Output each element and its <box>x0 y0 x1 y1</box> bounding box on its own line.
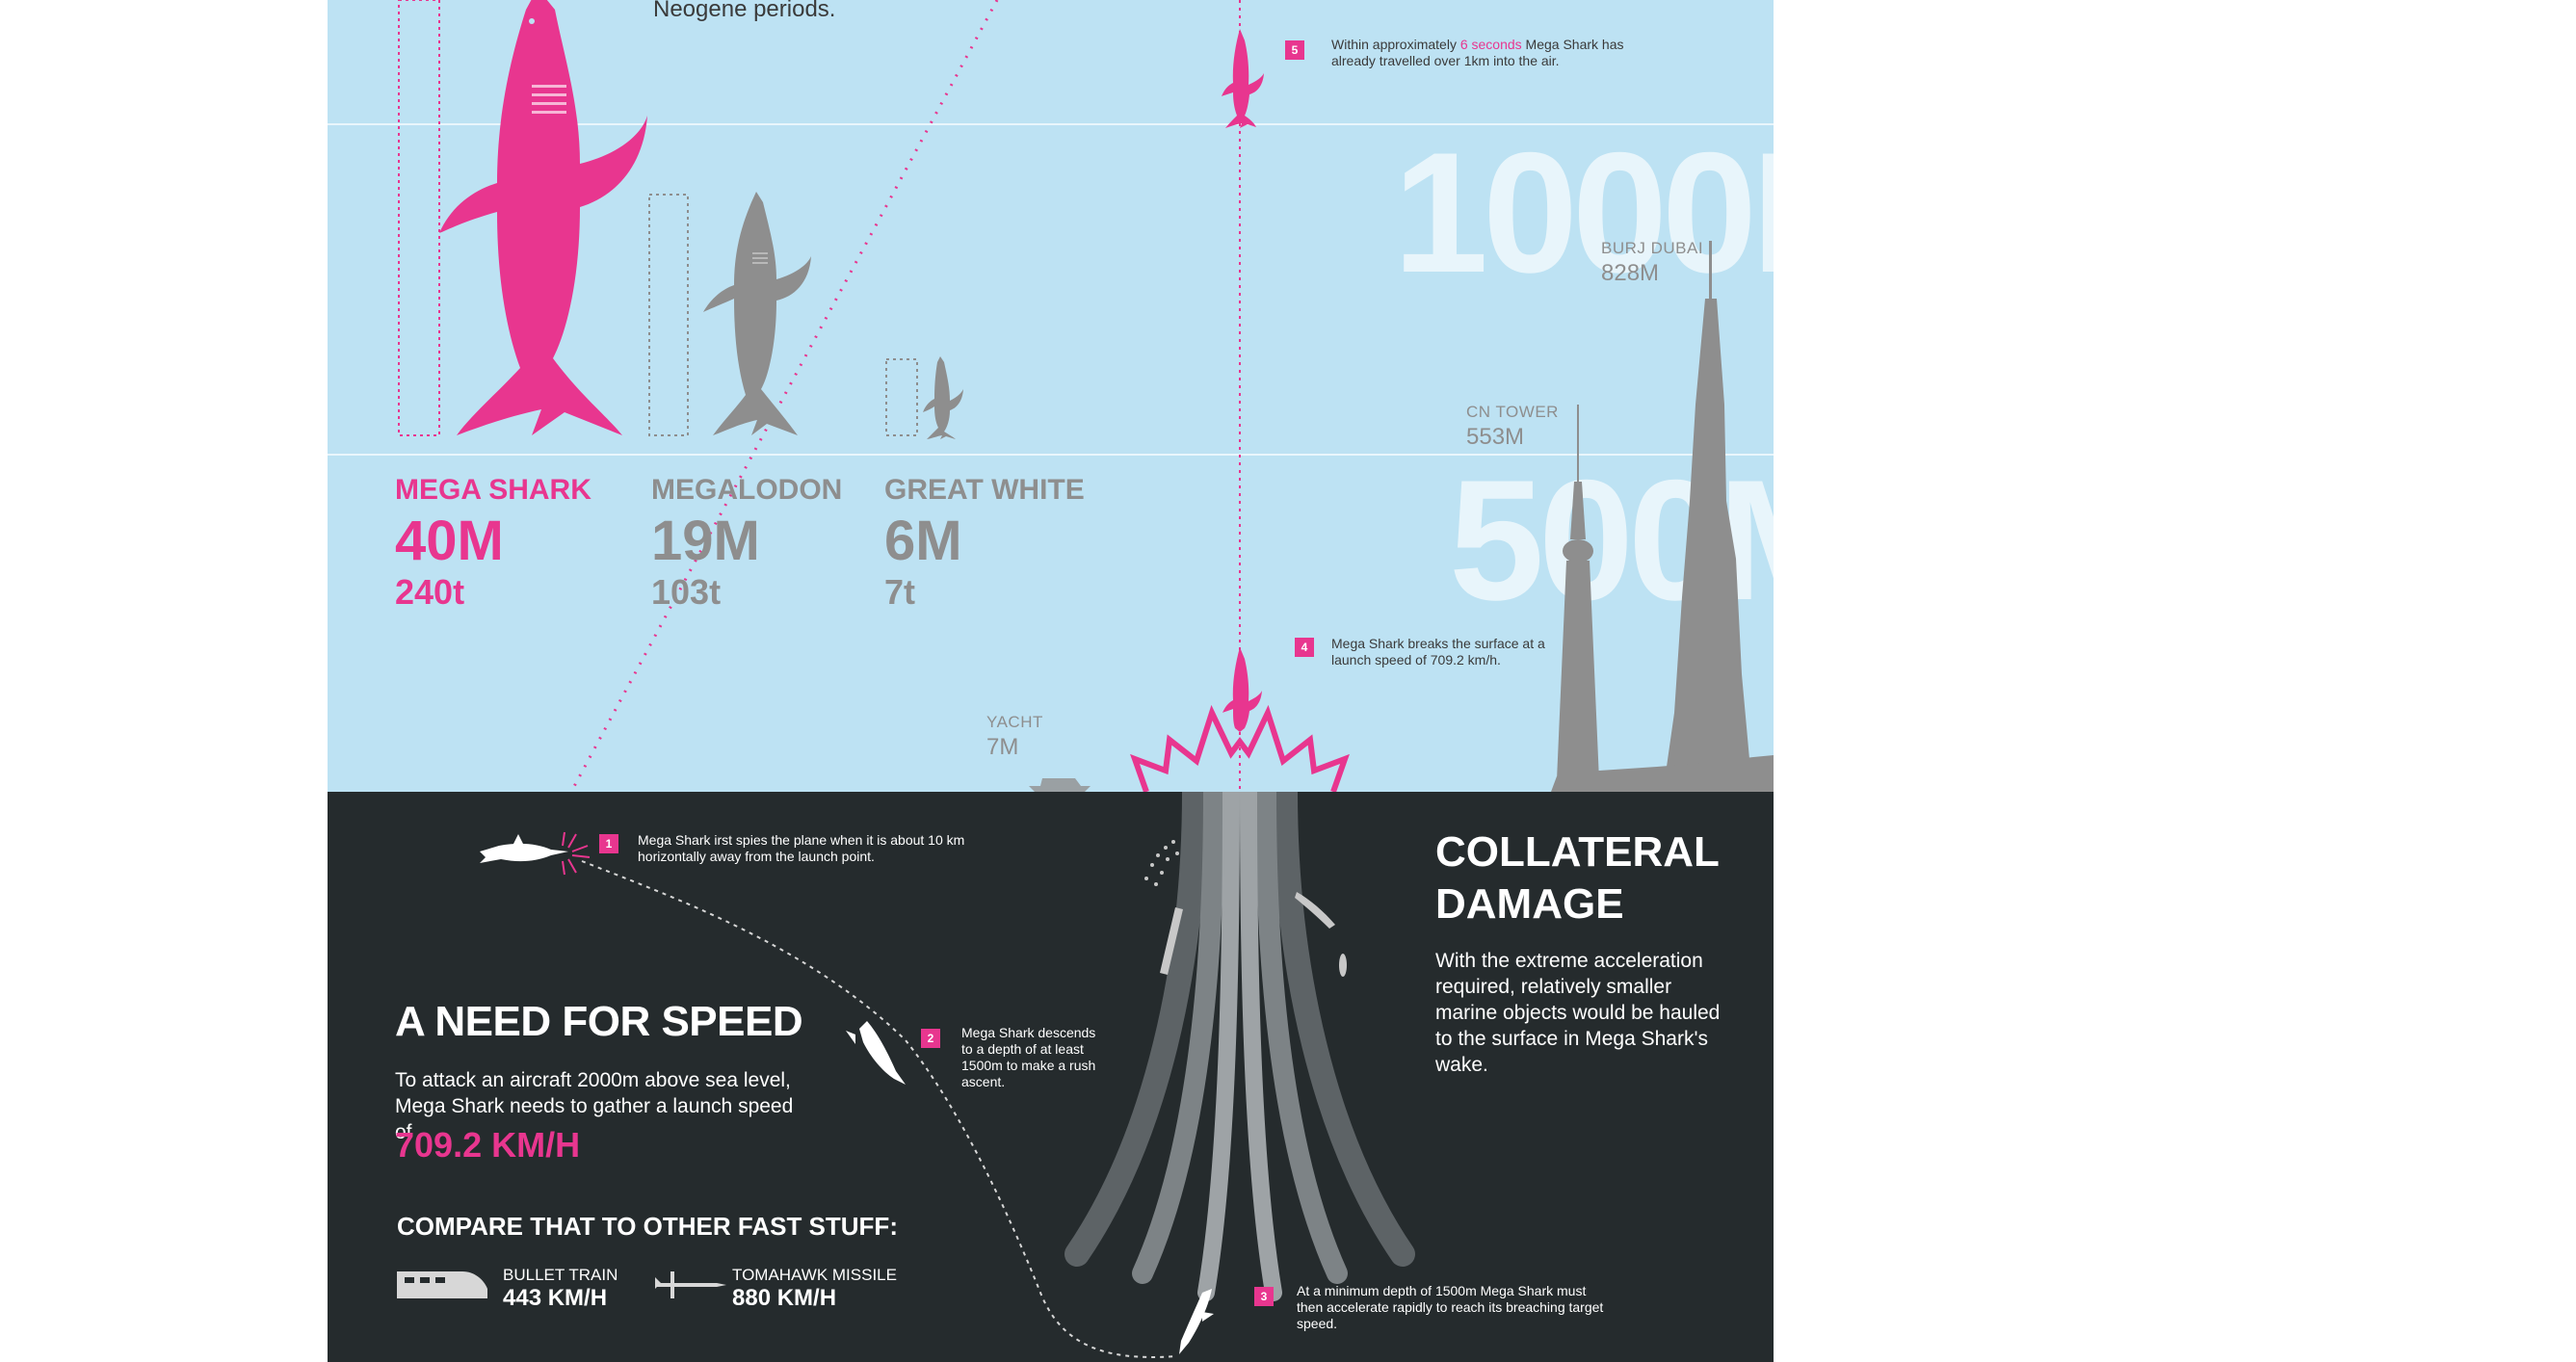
intro-text-tail: Neogene periods. <box>653 0 836 22</box>
bullet-train-icon <box>397 1271 487 1298</box>
speed-body: To attack an aircraft 2000m above sea le… <box>395 1069 794 1143</box>
cn-tower-label: CN TOWER <box>1466 403 1559 421</box>
burj-dubai-height: 828M <box>1601 260 1660 286</box>
step-5-text-pre: Within approximately <box>1331 37 1460 52</box>
step-5-badge: 5 <box>1285 40 1304 60</box>
great-white-silhouette <box>923 356 963 439</box>
mega-shark-length: 40M <box>395 510 504 572</box>
step-5-text-highlight: 6 seconds <box>1459 37 1522 52</box>
yacht-silhouette <box>1029 778 1091 792</box>
step-3-caption: At a minimum depth of 1500m Mega Shark m… <box>1297 1283 1604 1331</box>
altitude-line-500 <box>328 454 1774 456</box>
mega-shark-weight: 240t <box>395 572 465 612</box>
altitude-line-1000 <box>328 123 1774 125</box>
missile-icon <box>655 1271 726 1298</box>
airborne-shark-top <box>1222 29 1264 128</box>
mega-shark-silhouette <box>439 0 647 435</box>
missile-label: TOMAHAWK MISSILE <box>732 1266 897 1284</box>
spotting-burst <box>562 831 591 876</box>
shark-step-1 <box>480 834 568 863</box>
dive-path <box>581 860 1176 1358</box>
megalodon-silhouette <box>703 192 811 435</box>
bullet-train-speed: 443 KM/H <box>503 1285 608 1311</box>
speed-title: A NEED FOR SPEED <box>395 998 803 1045</box>
shark-step-3 <box>1179 1289 1214 1354</box>
step-4-caption: Mega Shark breaks the surface at a launc… <box>1331 636 1545 668</box>
splash-burst <box>1130 704 1350 792</box>
sea-panel: 1 Mega Shark irst spies the plane when i… <box>328 792 1774 1362</box>
squid-debris <box>1339 954 1347 977</box>
step-1-badge: 1 <box>599 834 618 853</box>
compare-title: COMPARE THAT TO OTHER FAST STUFF: <box>397 1212 898 1241</box>
step-4-badge: 4 <box>1295 638 1314 657</box>
step-2-caption: Mega Shark descends to a depth of at lea… <box>961 1025 1096 1089</box>
missile-speed: 880 KM/H <box>732 1285 837 1311</box>
sea-graphics <box>397 792 1415 1358</box>
step-3-badge: 3 <box>1254 1287 1274 1306</box>
megalodon-length: 19M <box>651 510 760 572</box>
step-2-badge: 2 <box>921 1029 940 1048</box>
collateral-body: With the extreme acceleration required, … <box>1435 950 1721 1076</box>
great-white-scale-box <box>885 358 918 436</box>
step-5-text-post: Mega Shark has already travelled over 1k… <box>1331 37 1624 68</box>
wake-streams <box>1065 792 1415 1301</box>
yacht-height: 7M <box>986 734 1019 760</box>
cn-tower-height: 553M <box>1466 424 1525 450</box>
burj-dubai-label: BURJ DUBAI <box>1601 239 1704 257</box>
mega-shark-scale-box <box>398 0 440 436</box>
great-white-name: GREAT WHITE <box>884 474 1085 506</box>
sky-graphics <box>398 0 1774 792</box>
shark-step-2 <box>846 1021 906 1085</box>
burj-dubai-silhouette <box>1665 241 1751 780</box>
hauled-debris <box>1144 840 1347 977</box>
megalodon-weight: 103t <box>651 572 722 612</box>
plane-sightline <box>569 0 999 792</box>
great-white-length: 6M <box>884 510 962 572</box>
submarine-debris <box>1160 907 1183 975</box>
bullet-train-label: BULLET TRAIN <box>503 1266 618 1284</box>
cn-tower-silhouette <box>1557 405 1599 780</box>
megalodon-name: MEGALODON <box>651 474 843 506</box>
great-white-weight: 7t <box>884 572 916 612</box>
mega-shark-name: MEGA SHARK <box>395 474 591 506</box>
collateral-title-line-2: DAMAGE <box>1435 880 1624 928</box>
megalodon-scale-box <box>648 194 689 436</box>
step-1-caption: Mega Shark irst spies the plane when it … <box>638 832 965 864</box>
collateral-title: COLLATERAL DAMAGE <box>1435 826 1720 930</box>
ground-silhouette <box>1551 755 1774 792</box>
breaching-shark <box>1222 647 1262 732</box>
whale-debris <box>1295 892 1335 929</box>
step-5-caption: Within approximately 6 seconds Mega Shar… <box>1331 37 1649 69</box>
yacht-label: YACHT <box>986 713 1043 731</box>
speed-value: 709.2 KM/H <box>395 1125 581 1165</box>
collateral-title-line-1: COLLATERAL <box>1435 828 1720 876</box>
